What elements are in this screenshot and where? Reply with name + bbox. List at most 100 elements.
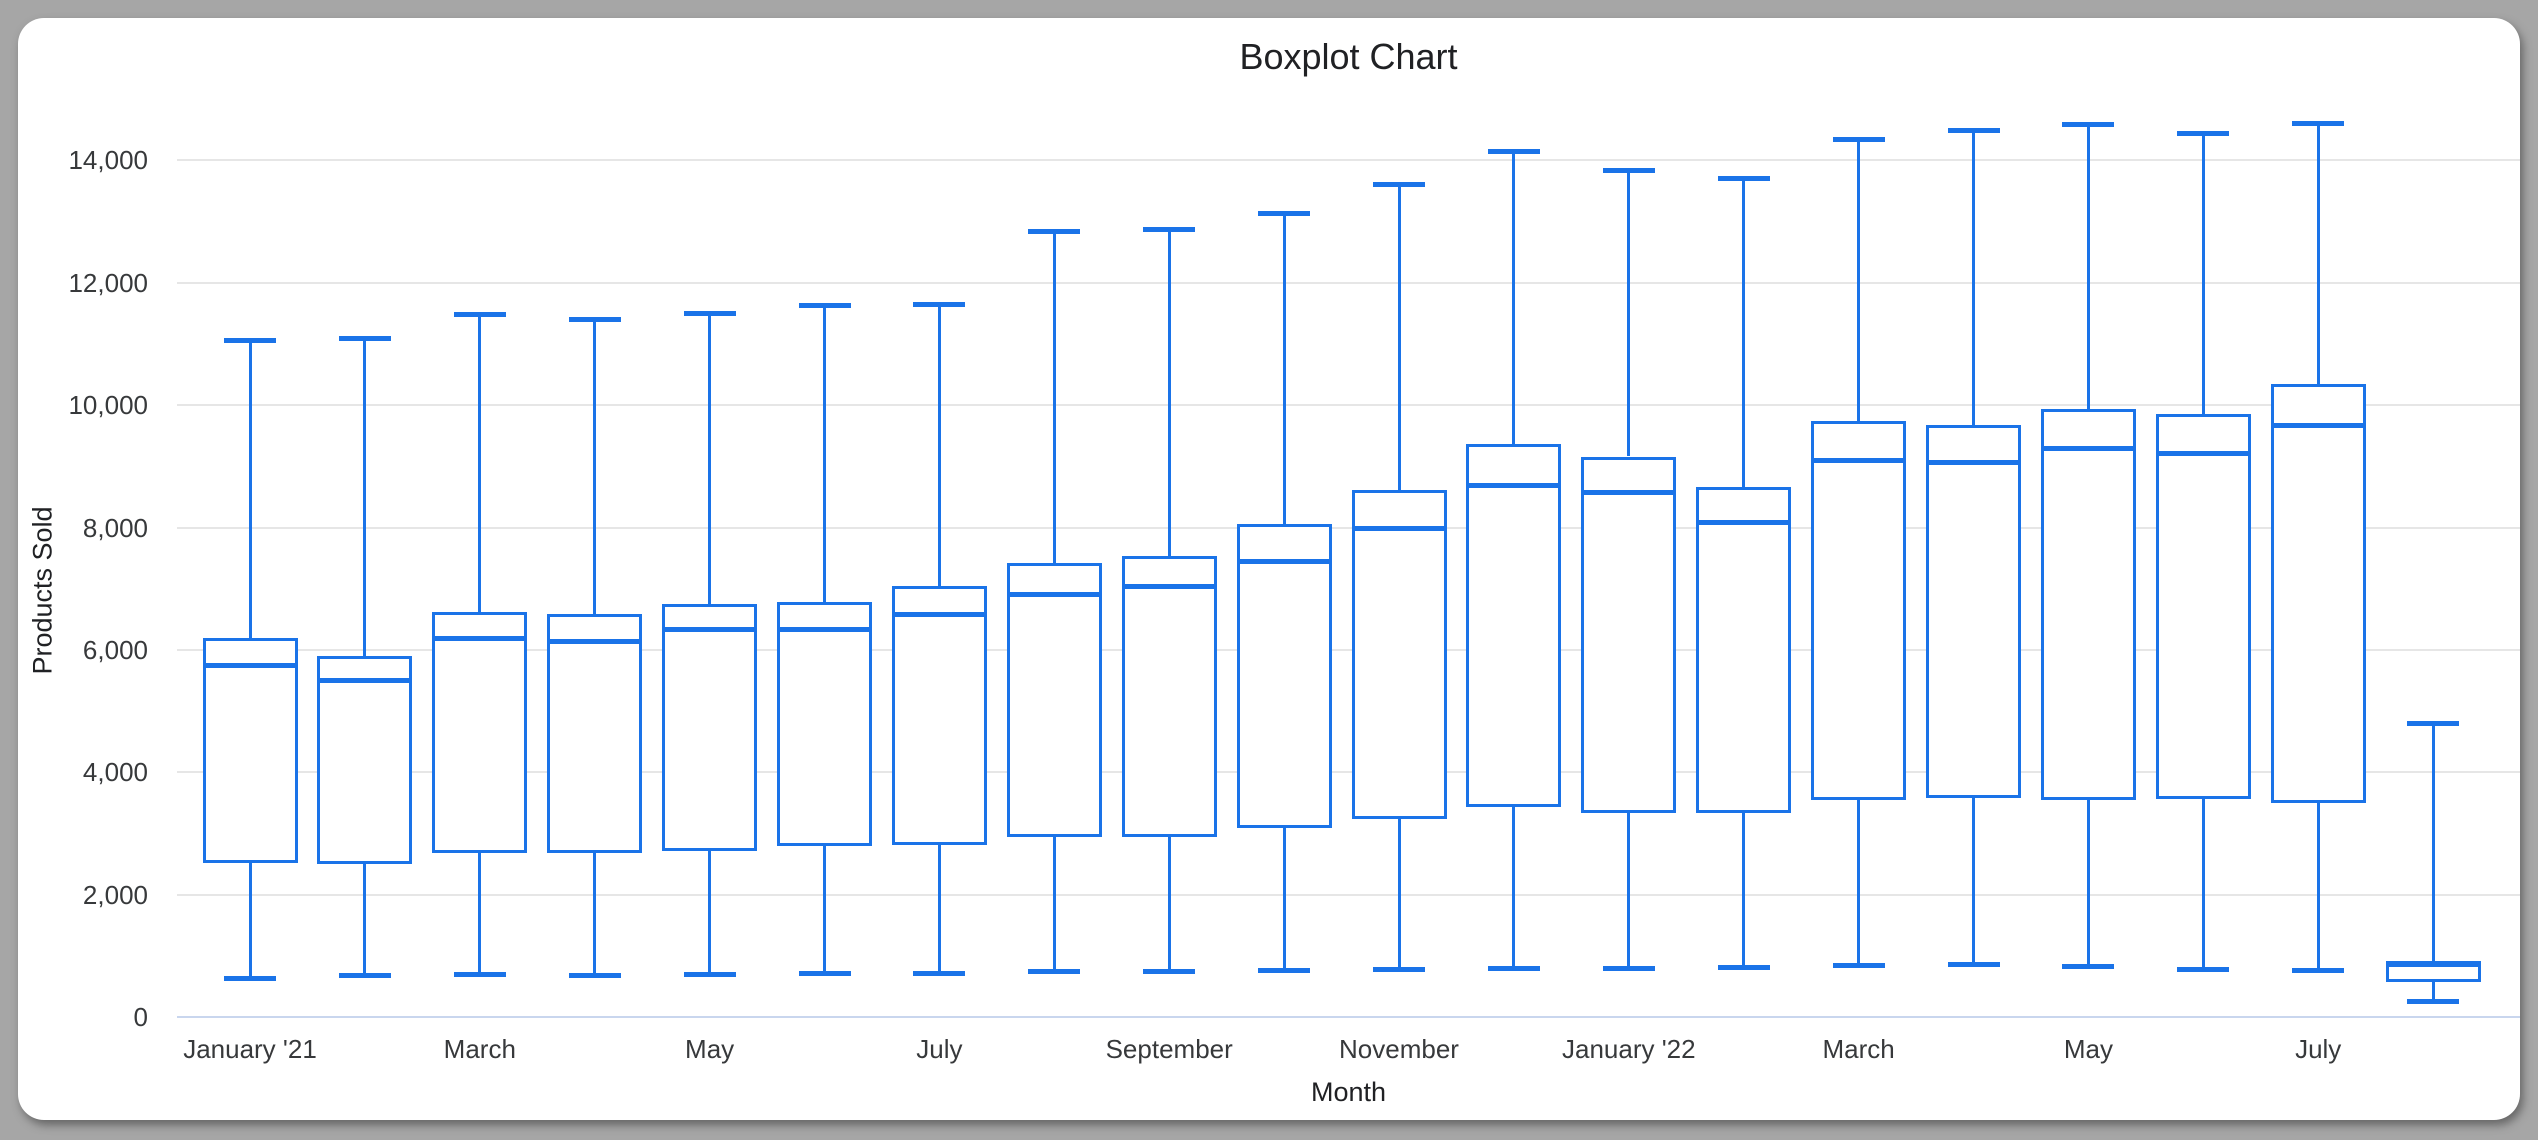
lower-whisker	[937, 844, 941, 974]
upper-whisker	[1282, 213, 1286, 525]
boxplot-box-january-21[interactable]	[202, 637, 298, 863]
lower-whisker	[2201, 799, 2205, 970]
gridline-0	[177, 1016, 2520, 1019]
boxplot-box-november-21[interactable]	[1351, 489, 1447, 819]
max-whisker-cap	[683, 311, 736, 317]
max-whisker-cap	[2177, 131, 2230, 137]
min-whisker-cap	[1947, 962, 2000, 968]
x-tick-label: March	[443, 1034, 516, 1064]
max-whisker-cap	[1832, 137, 1885, 143]
median-line	[2270, 422, 2366, 428]
min-whisker-cap	[224, 975, 276, 981]
median-line	[1696, 520, 1792, 526]
lower-whisker	[593, 853, 597, 976]
median-line	[1006, 592, 1102, 598]
x-axis-title: Month	[1310, 1077, 1387, 1107]
boxplot-box-june-21[interactable]	[777, 601, 872, 846]
upper-whisker	[1742, 178, 1746, 487]
y-tick-label: 6,000	[82, 634, 148, 665]
boxplot-box-february-22[interactable]	[1696, 486, 1792, 814]
median-line	[2040, 446, 2136, 452]
max-whisker-cap	[1602, 168, 1655, 174]
median-line	[1466, 483, 1562, 489]
upper-whisker	[1167, 229, 1171, 557]
max-whisker-cap	[1028, 228, 1081, 234]
median-line	[1811, 458, 1907, 464]
upper-whisker	[1512, 151, 1516, 444]
upper-whisker	[2316, 123, 2320, 385]
boxplot-box-march-22[interactable]	[1811, 421, 1907, 800]
boxplot-box-august-21[interactable]	[1006, 563, 1102, 837]
min-whisker-cap	[1258, 968, 1311, 974]
y-tick-label: 10,000	[68, 390, 148, 421]
boxplot-box-june-22[interactable]	[2155, 414, 2251, 800]
gridline-12000	[177, 281, 2520, 284]
upper-whisker	[1857, 139, 1861, 421]
gridline-10000	[177, 404, 2520, 407]
x-tick-label: January '21	[183, 1034, 317, 1064]
x-tick-label: September	[1105, 1034, 1233, 1064]
boxplot-box-july-22[interactable]	[2270, 384, 2366, 804]
upper-whisker	[2431, 723, 2435, 961]
min-whisker-cap	[568, 972, 621, 978]
min-whisker-cap	[453, 971, 506, 977]
max-whisker-cap	[913, 301, 966, 307]
lower-whisker	[2316, 803, 2320, 971]
boxplot-box-march-21[interactable]	[432, 612, 528, 854]
boxplot-box-may-22[interactable]	[2040, 408, 2136, 800]
min-whisker-cap	[338, 972, 391, 978]
lower-whisker	[478, 853, 482, 975]
x-tick-label: July	[916, 1034, 963, 1064]
min-whisker-cap	[2407, 999, 2460, 1005]
upper-whisker	[708, 313, 712, 605]
median-line	[432, 636, 528, 642]
median-line	[1236, 558, 1332, 564]
boxplot-box-april-21[interactable]	[547, 613, 643, 854]
x-tick-label: July	[2295, 1034, 2342, 1064]
min-whisker-cap	[1602, 965, 1655, 971]
upper-whisker	[1972, 130, 1975, 425]
median-line	[777, 626, 872, 632]
upper-whisker	[363, 338, 367, 657]
max-whisker-cap	[338, 336, 391, 342]
upper-whisker	[1627, 170, 1631, 457]
min-whisker-cap	[1143, 969, 1196, 975]
median-line	[317, 678, 413, 684]
y-tick-label: 4,000	[82, 757, 148, 788]
boxplot-box-december-21[interactable]	[1466, 443, 1562, 807]
max-whisker-cap	[1258, 210, 1311, 216]
median-line	[1581, 489, 1677, 495]
lower-whisker	[1282, 828, 1286, 971]
y-tick-label: 14,000	[68, 145, 148, 176]
boxplot-box-february-21[interactable]	[317, 656, 413, 864]
lower-whisker	[2086, 799, 2090, 967]
boxplot-box-april-22[interactable]	[1926, 424, 2021, 799]
boxplot-box-may-21[interactable]	[662, 604, 758, 852]
min-whisker-cap	[1832, 962, 1885, 968]
gridline-2000	[177, 893, 2520, 896]
max-whisker-cap	[798, 303, 851, 309]
x-tick-label: May	[685, 1034, 735, 1064]
lower-whisker	[248, 863, 252, 979]
gridline-4000	[177, 771, 2520, 774]
boxplot-box-january-22[interactable]	[1581, 456, 1677, 814]
lower-whisker	[1397, 818, 1401, 970]
min-whisker-cap	[2292, 968, 2345, 974]
min-whisker-cap	[798, 970, 851, 976]
lower-whisker	[1627, 813, 1631, 969]
x-tick-label: January '22	[1561, 1034, 1696, 1064]
y-tick-label: 8,000	[82, 512, 148, 543]
median-line	[1121, 584, 1217, 590]
upper-whisker	[2201, 133, 2205, 415]
boxplot-box-july-21[interactable]	[891, 586, 987, 845]
upper-whisker	[478, 314, 482, 612]
boxplot-box-september-21[interactable]	[1121, 556, 1217, 837]
min-whisker-cap	[1487, 966, 1540, 972]
lower-whisker	[2431, 982, 2435, 1002]
max-whisker-cap	[2062, 122, 2115, 128]
gridline-8000	[177, 526, 2520, 529]
median-line	[1926, 460, 2021, 466]
min-whisker-cap	[683, 971, 736, 977]
boxplot-box-october-21[interactable]	[1236, 524, 1332, 829]
